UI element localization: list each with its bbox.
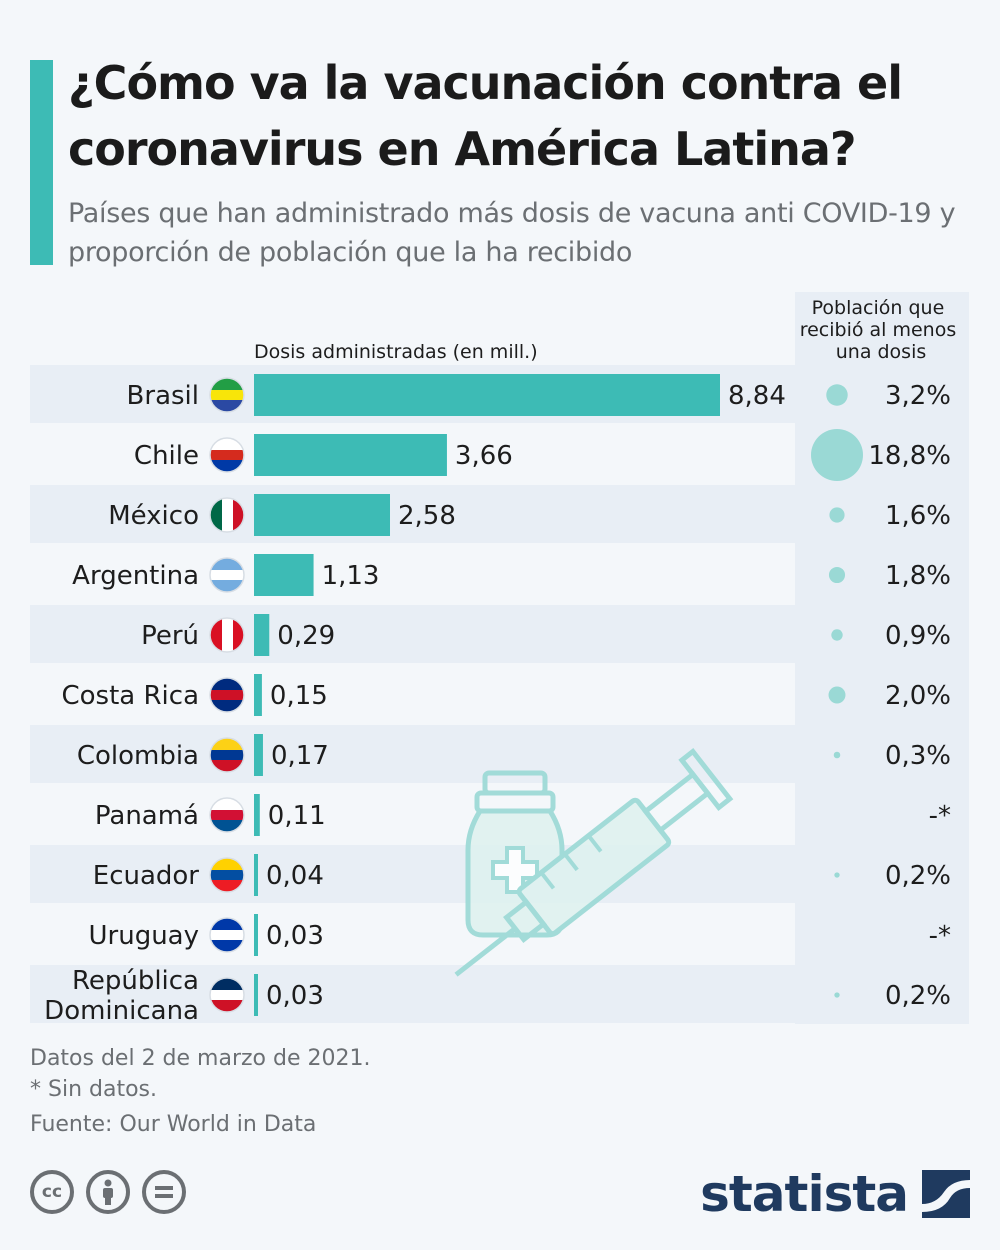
country-label: Brasil bbox=[127, 381, 199, 411]
mexico-flag-icon bbox=[209, 497, 245, 533]
country-label: Ecuador bbox=[93, 861, 200, 891]
statista-logo[interactable]: statista bbox=[700, 1165, 970, 1223]
population-pct-label: 18,8% bbox=[868, 441, 951, 471]
row-background bbox=[30, 605, 795, 663]
statista-mark-icon bbox=[922, 1170, 970, 1218]
population-bubble bbox=[833, 751, 841, 759]
population-column-background bbox=[795, 292, 969, 1024]
bars-axis-label: Dosis administradas (en mill.) bbox=[254, 341, 538, 363]
bar-value-label: 8,84 bbox=[728, 381, 786, 411]
country-label: Panamá bbox=[95, 801, 199, 831]
bar bbox=[254, 734, 263, 776]
population-bubble bbox=[828, 566, 846, 584]
country-label: República Dominicana bbox=[44, 966, 199, 1026]
row-background bbox=[30, 725, 795, 783]
vaccine-syringe-icon bbox=[454, 748, 734, 977]
country-label: México bbox=[108, 501, 199, 531]
bar bbox=[254, 614, 270, 656]
bar bbox=[254, 674, 262, 716]
bar bbox=[254, 554, 314, 596]
row-background bbox=[30, 845, 795, 903]
population-pct-label: 0,9% bbox=[885, 621, 951, 651]
bar-value-label: 0,04 bbox=[266, 861, 324, 891]
country-label: Uruguay bbox=[89, 921, 200, 951]
bar bbox=[254, 794, 260, 836]
bar-value-label: 0,15 bbox=[270, 681, 328, 711]
population-bubble bbox=[811, 429, 863, 481]
bar-value-label: 0,29 bbox=[277, 621, 335, 651]
footnote-no-data: * Sin datos. bbox=[30, 1077, 157, 1102]
page-title: ¿Cómo va la vacunación contra el coronav… bbox=[68, 56, 903, 176]
bar-value-label: 0,17 bbox=[271, 741, 329, 771]
population-pct-label: 0,2% bbox=[885, 861, 951, 891]
bar bbox=[254, 434, 447, 476]
license-icons: cc bbox=[30, 1170, 186, 1214]
bar-value-label: 1,13 bbox=[322, 561, 380, 591]
no-derivatives-icon[interactable] bbox=[142, 1170, 186, 1214]
population-pct-label: 3,2% bbox=[885, 381, 951, 411]
bar-value-label: 3,66 bbox=[455, 441, 513, 471]
row-background bbox=[30, 485, 795, 543]
panama-flag-icon bbox=[209, 797, 245, 833]
bubble-column-header: Población que recibió al menos una dosis bbox=[800, 297, 963, 363]
population-bubble bbox=[834, 992, 840, 998]
country-label: Chile bbox=[134, 441, 199, 471]
colombia-flag-icon bbox=[209, 737, 245, 773]
population-bubble bbox=[829, 507, 845, 523]
attribution-icon[interactable] bbox=[86, 1170, 130, 1214]
bar-value-label: 0,11 bbox=[268, 801, 326, 831]
row-background bbox=[30, 965, 795, 1023]
bar bbox=[254, 374, 720, 416]
population-bubble bbox=[826, 384, 848, 406]
bar bbox=[254, 494, 391, 536]
page-subtitle: Países que han administrado más dosis de… bbox=[68, 198, 956, 268]
population-bubble bbox=[831, 629, 843, 641]
title-accent-bar bbox=[30, 60, 53, 265]
logo-text: statista bbox=[700, 1165, 909, 1223]
uruguay-flag-icon bbox=[209, 917, 245, 953]
footnote-source: Fuente: Our World in Data bbox=[30, 1112, 317, 1137]
footnote-date: Datos del 2 de marzo de 2021. bbox=[30, 1046, 371, 1071]
brazil-flag-icon bbox=[209, 377, 245, 413]
population-bubble bbox=[828, 686, 846, 704]
country-label: Perú bbox=[141, 621, 199, 651]
ecuador-flag-icon bbox=[209, 857, 245, 893]
population-pct-label: 1,6% bbox=[885, 501, 951, 531]
population-pct-label: -* bbox=[929, 801, 951, 831]
peru-flag-icon bbox=[209, 617, 245, 653]
bar-value-label: 0,03 bbox=[266, 921, 324, 951]
bar-value-label: 2,58 bbox=[398, 501, 456, 531]
dominican-republic-flag-icon bbox=[209, 977, 245, 1013]
costa-rica-flag-icon bbox=[209, 677, 245, 713]
population-pct-label: 2,0% bbox=[885, 681, 951, 711]
creative-commons-icon[interactable]: cc bbox=[30, 1170, 74, 1214]
argentina-flag-icon bbox=[209, 557, 245, 593]
country-label: Argentina bbox=[72, 561, 199, 591]
population-pct-label: 0,3% bbox=[885, 741, 951, 771]
country-label: Costa Rica bbox=[61, 681, 199, 711]
population-pct-label: 1,8% bbox=[885, 561, 951, 591]
population-pct-label: 0,2% bbox=[885, 981, 951, 1011]
bar bbox=[254, 974, 258, 1016]
country-label: Colombia bbox=[77, 741, 199, 771]
bar bbox=[254, 914, 258, 956]
population-pct-label: -* bbox=[929, 921, 951, 951]
population-bubble bbox=[834, 872, 840, 878]
bar bbox=[254, 854, 258, 896]
chile-flag-icon bbox=[209, 437, 245, 473]
bar-value-label: 0,03 bbox=[266, 981, 324, 1011]
